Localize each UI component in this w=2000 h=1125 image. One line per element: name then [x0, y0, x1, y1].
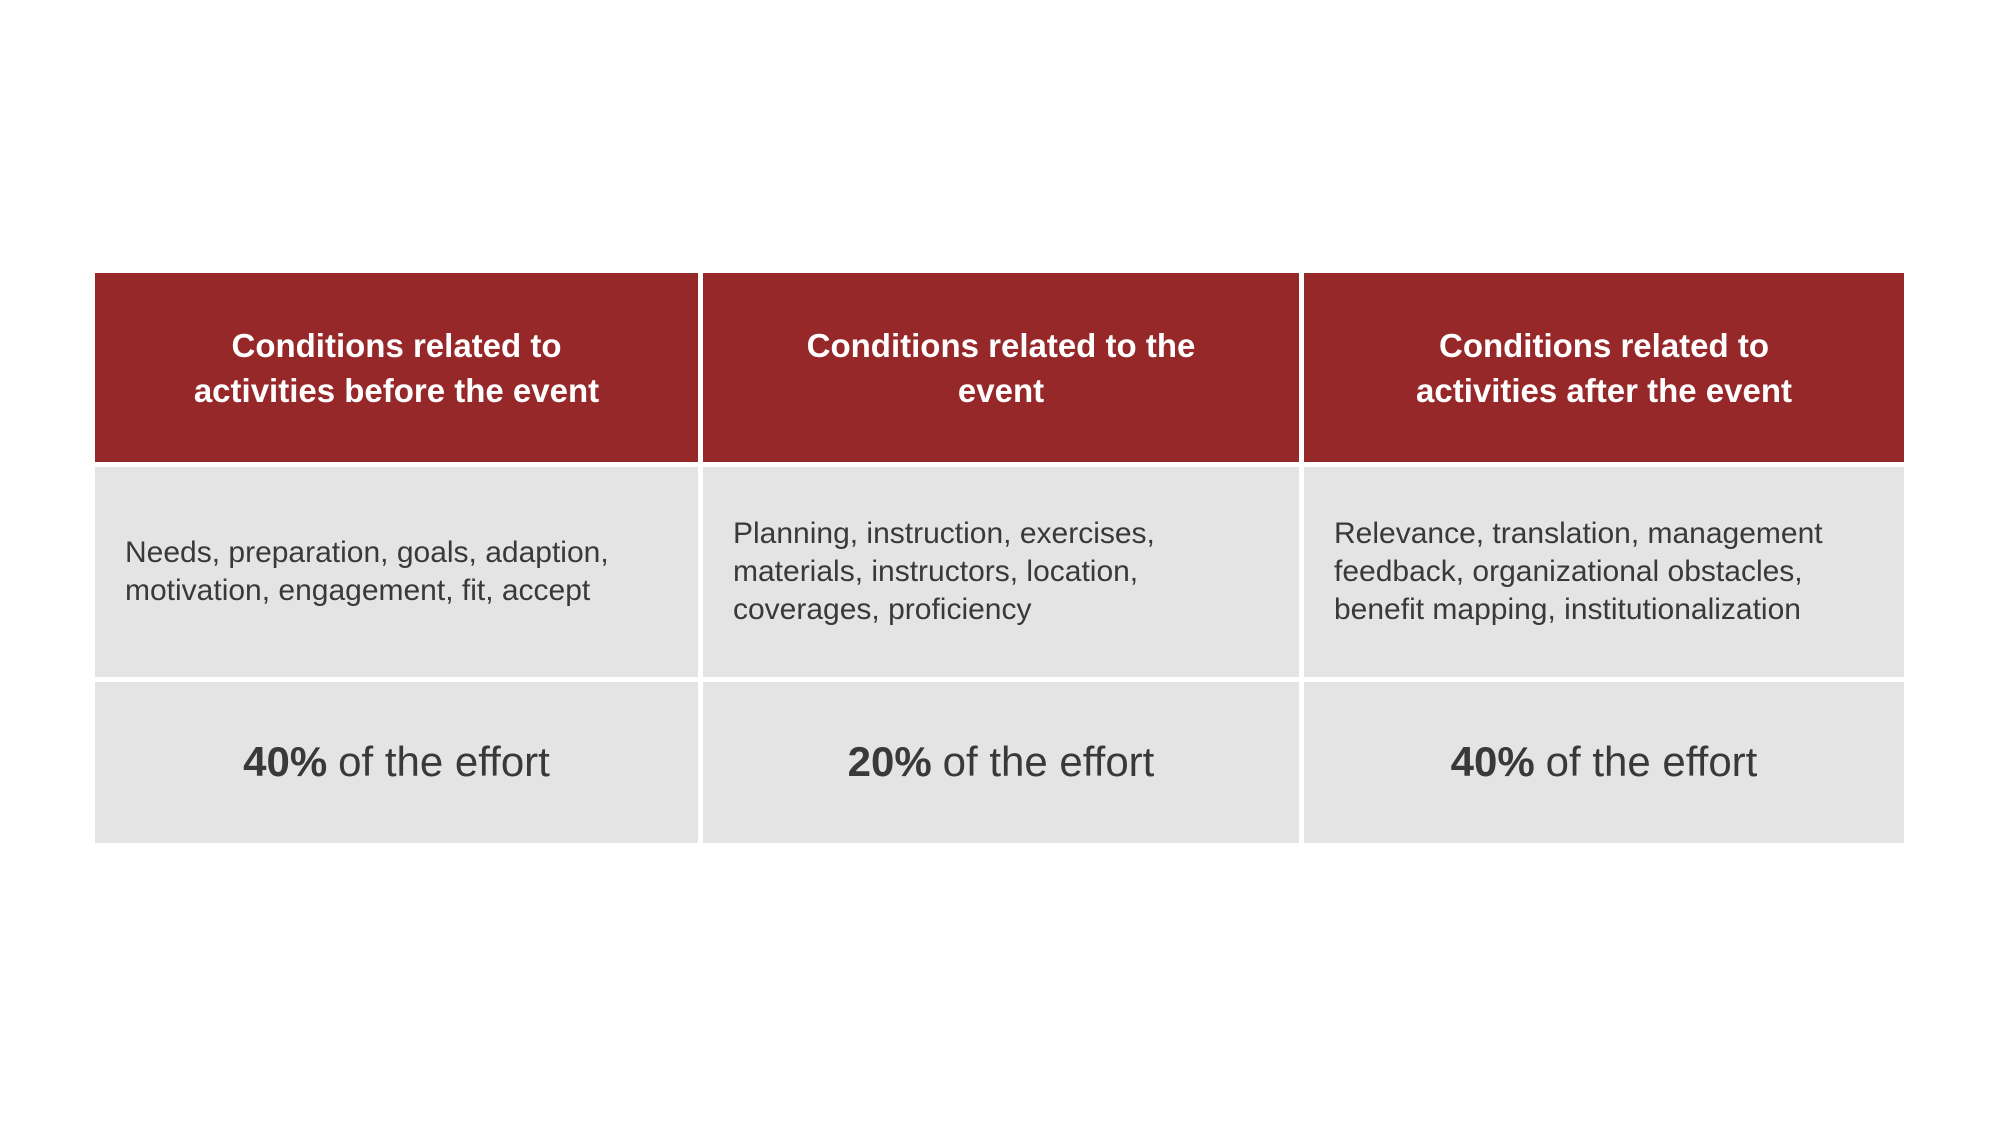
- conditions-table: Conditions related to activities before …: [95, 273, 1904, 843]
- conditions-text-during-event: Planning, instruction, exercises, materi…: [733, 517, 1155, 626]
- conditions-text-before-event: Needs, preparation, goals, adaption, mot…: [125, 536, 609, 607]
- header-cell-before-event: Conditions related to activities before …: [95, 273, 698, 462]
- effort-cell-after-event: 40% of the effort: [1304, 682, 1904, 843]
- effort-cell-before-event: 40% of the effort: [95, 682, 698, 843]
- header-label-after-event: Conditions related to activities after t…: [1416, 326, 1792, 409]
- effort-percentage-after-event: 40%: [1450, 738, 1535, 786]
- header-label-during-event: Conditions related to the event: [806, 326, 1196, 409]
- effort-cell-during-event: 20% of the effort: [703, 682, 1299, 843]
- header-cell-after-event: Conditions related to activities after t…: [1304, 273, 1904, 462]
- effort-label-before-event: of the effort: [338, 738, 550, 786]
- conditions-cell-during-event: Planning, instruction, exercises, materi…: [703, 467, 1299, 677]
- conditions-cell-after-event: Relevance, translation, management feedb…: [1304, 467, 1904, 677]
- conditions-text-after-event: Relevance, translation, management feedb…: [1334, 517, 1823, 626]
- conditions-cell-before-event: Needs, preparation, goals, adaption, mot…: [95, 467, 698, 677]
- effort-percentage-before-event: 40%: [243, 738, 328, 786]
- effort-label-after-event: of the effort: [1545, 738, 1758, 786]
- effort-percentage-during-event: 20%: [847, 738, 932, 786]
- header-cell-during-event: Conditions related to the event: [703, 273, 1299, 462]
- effort-label-during-event: of the effort: [942, 738, 1155, 786]
- header-label-before-event: Conditions related to activities before …: [193, 326, 600, 409]
